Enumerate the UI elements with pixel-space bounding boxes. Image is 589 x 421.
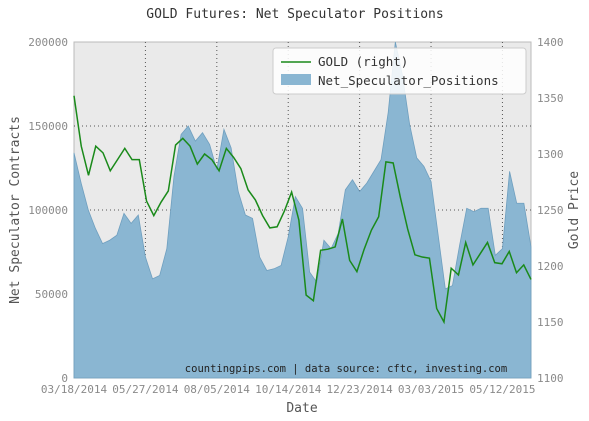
y-left-tick-label: 0: [61, 372, 68, 385]
x-axis-label: Date: [286, 401, 317, 416]
net-speculator-area-path: [73, 41, 532, 379]
x-tick-label: 12/23/2014: [327, 383, 394, 396]
x-tick-label: 03/03/2015: [398, 383, 464, 396]
chart-title: GOLD Futures: Net Speculator Positions: [146, 7, 443, 22]
y-right-tick-label: 1300: [537, 148, 564, 161]
x-tick-label: 10/14/2014: [255, 383, 322, 396]
x-tick-label: 08/05/2014: [184, 383, 251, 396]
legend-area-label: Net_Speculator_Positions: [318, 73, 499, 88]
x-tick-label: 03/18/2014: [41, 383, 108, 396]
axes: 0 50000 100000 150000 200000 1100 1150 1200 1250…: [28, 36, 563, 396]
y-left-tick-label: 200000: [28, 36, 68, 49]
y-axis-left-label: Net Speculator Contracts: [8, 116, 23, 304]
legend: GOLD (right) Net_Speculator_Positions: [272, 47, 527, 95]
gold-price-line: [73, 95, 532, 325]
legend-area-swatch: [281, 74, 311, 85]
y-axis-right-label: Gold Price: [567, 171, 582, 249]
legend-box: [272, 47, 527, 95]
y-right-tick-label: 1150: [537, 316, 564, 329]
y-right-tick-label: 1200: [537, 260, 564, 273]
net-speculator-area: [73, 41, 532, 379]
x-tick-label: 05/27/2014: [112, 383, 179, 396]
source-note: countingpips.com | data source: cftc, in…: [185, 363, 507, 375]
legend-line-label: GOLD (right): [318, 54, 408, 69]
x-tick-label: 05/12/2015: [469, 383, 535, 396]
y-left-tick-label: 50000: [35, 288, 68, 301]
y-left-tick-label: 150000: [28, 120, 68, 133]
y-right-tick-label: 1250: [537, 204, 564, 217]
gold-price-polyline: [73, 95, 532, 325]
y-right-tick-label: 1100: [537, 372, 564, 385]
y-right-tick-label: 1400: [537, 36, 564, 49]
y-left-tick-label: 100000: [28, 204, 68, 217]
y-right-tick-label: 1350: [537, 92, 564, 105]
